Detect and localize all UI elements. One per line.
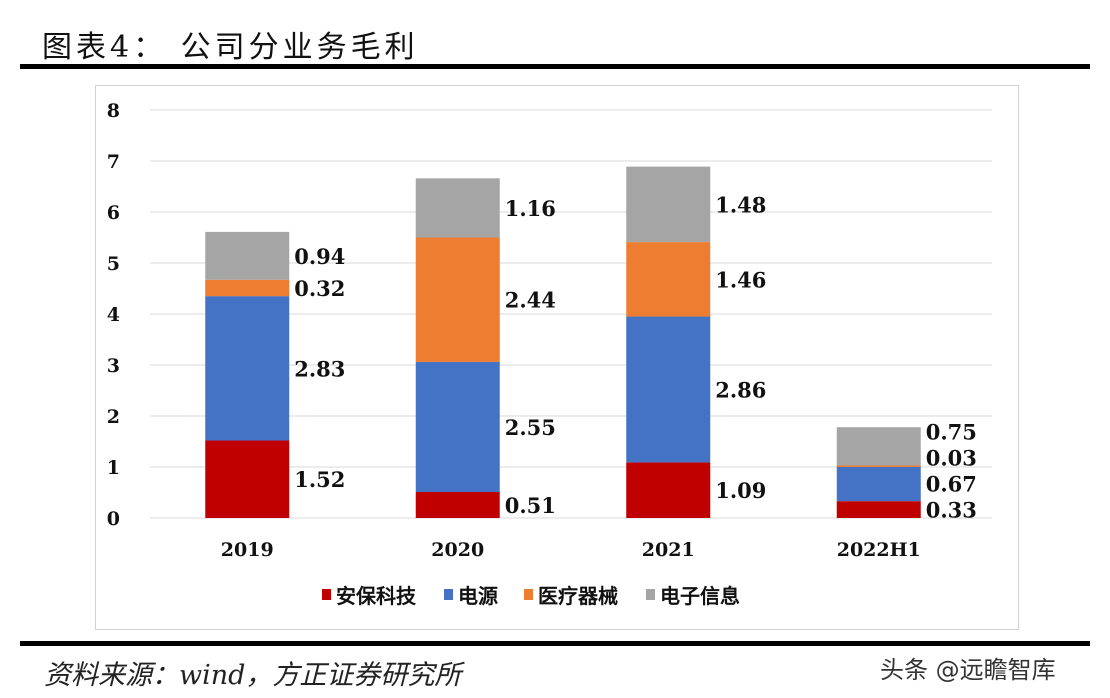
- legend-label: 电子信息: [660, 584, 740, 608]
- bar-segment: [205, 279, 290, 297]
- legend-swatch: [444, 589, 453, 600]
- watermark: 头条 @远瞻智库: [880, 656, 1056, 684]
- y-tick-label: 2: [107, 406, 120, 428]
- legend-swatch: [524, 589, 533, 600]
- data-label: 2.55: [505, 415, 556, 440]
- data-label: 0.75: [926, 420, 977, 445]
- bar-segment: [415, 491, 500, 518]
- legend-swatch: [646, 589, 655, 600]
- data-label: 0.03: [926, 446, 977, 471]
- data-label: 0.51: [505, 493, 556, 518]
- bar-segment: [836, 501, 921, 518]
- x-tick-label: 2019: [221, 539, 274, 561]
- data-label: 1.46: [715, 267, 766, 292]
- bar-segment: [836, 467, 921, 502]
- legend-swatch: [322, 589, 331, 600]
- data-label: 0.67: [926, 472, 977, 497]
- y-tick-label: 3: [107, 355, 120, 377]
- source-note: 资料来源：wind，方正证券研究所: [44, 660, 462, 691]
- legend-label: 安保科技: [336, 584, 417, 608]
- bottom-rule: [20, 641, 1090, 646]
- legend-label: 电源: [458, 584, 498, 608]
- x-tick-label: 2021: [642, 539, 695, 561]
- data-label: 0.94: [294, 244, 345, 269]
- bar-segment: [836, 427, 921, 466]
- data-label: 0.32: [294, 276, 345, 301]
- y-tick-label: 6: [107, 202, 120, 224]
- bar-segment: [415, 361, 500, 492]
- data-label: 1.52: [294, 467, 345, 492]
- y-tick-label: 5: [107, 253, 120, 275]
- bar-segment: [205, 296, 290, 441]
- data-label: 2.86: [715, 377, 766, 402]
- data-label: 1.16: [505, 196, 556, 221]
- y-tick-label: 0: [107, 508, 120, 530]
- bar-segment: [836, 465, 921, 467]
- y-tick-label: 8: [107, 100, 120, 122]
- bar-segment: [415, 178, 500, 238]
- y-tick-label: 4: [107, 304, 120, 326]
- bar-segment: [626, 242, 711, 317]
- bar-segment: [626, 316, 711, 463]
- data-label: 1.48: [715, 192, 766, 217]
- bar-segment: [626, 462, 711, 518]
- bar-segment: [415, 237, 500, 362]
- bar-segment: [205, 231, 290, 280]
- data-label: 2.83: [294, 356, 345, 381]
- data-label: 1.09: [715, 478, 766, 503]
- bar-segment: [626, 166, 711, 243]
- legend-label: 医疗器械: [538, 584, 618, 608]
- bar-segment: [205, 440, 290, 518]
- data-label: 2.44: [505, 288, 556, 313]
- page-title: 图表4： 公司分业务毛利: [42, 30, 419, 65]
- data-label: 0.33: [926, 498, 977, 523]
- top-rule: [20, 64, 1090, 69]
- x-tick-label: 2020: [431, 539, 484, 561]
- y-tick-label: 1: [107, 457, 120, 479]
- x-tick-label: 2022H1: [837, 539, 921, 561]
- y-tick-label: 7: [107, 151, 120, 173]
